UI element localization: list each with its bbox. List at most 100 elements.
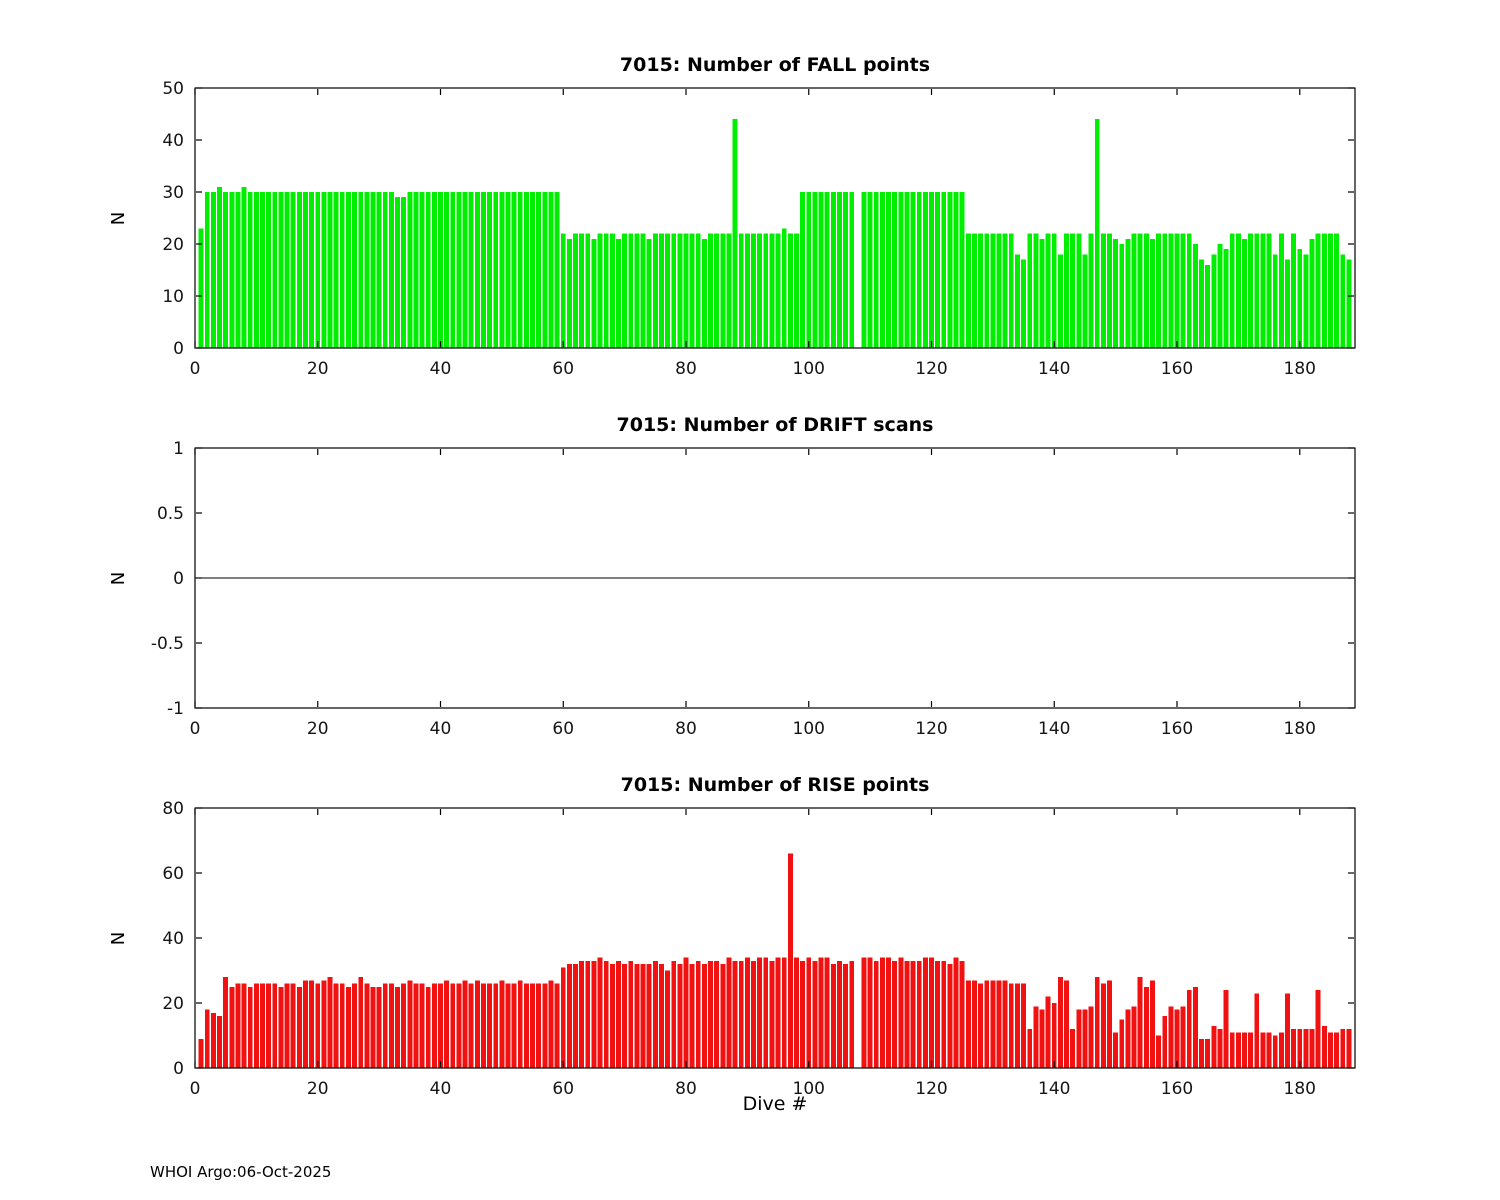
- bar: [659, 964, 664, 1068]
- bar: [241, 186, 247, 348]
- bar: [1211, 1025, 1217, 1069]
- bar: [296, 986, 302, 1069]
- bar: [880, 957, 885, 1068]
- bar: [1217, 244, 1223, 348]
- bar: [757, 957, 763, 1068]
- x-tick-label: 60: [552, 359, 574, 379]
- bar: [1260, 1032, 1266, 1069]
- bar: [499, 192, 505, 348]
- bar: [462, 192, 468, 348]
- bar: [382, 983, 388, 1068]
- y-tick-label: -1: [167, 699, 184, 719]
- bar: [1119, 1019, 1125, 1069]
- whoi-argo-date-stamp: WHOI Argo:06-Oct-2025: [150, 1163, 332, 1181]
- bar: [959, 960, 965, 1069]
- bar: [1125, 238, 1131, 348]
- bar: [1205, 1038, 1211, 1069]
- bar: [1094, 119, 1100, 348]
- bar: [309, 192, 315, 348]
- bar: [640, 233, 646, 348]
- bar: [223, 977, 229, 1068]
- bar: [591, 960, 597, 1069]
- bar: [548, 192, 554, 348]
- bar: [1137, 977, 1143, 1068]
- y-tick-label: 60: [162, 864, 184, 884]
- bar: [1186, 990, 1192, 1068]
- bar: [861, 192, 867, 348]
- bar: [965, 233, 971, 348]
- bar: [1309, 1029, 1315, 1068]
- x-tick-label: 40: [430, 1079, 452, 1099]
- bar: [873, 960, 879, 1069]
- bar: [984, 980, 990, 1069]
- bar: [376, 986, 382, 1069]
- bar: [260, 192, 265, 348]
- bar: [511, 983, 517, 1068]
- bar: [1205, 264, 1211, 348]
- bar: [1223, 249, 1229, 348]
- bar: [1321, 1025, 1327, 1069]
- bar: [1045, 996, 1051, 1068]
- x-tick-label: 120: [915, 719, 947, 739]
- bar: [493, 192, 499, 348]
- bar: [1076, 233, 1082, 348]
- bar: [659, 233, 664, 348]
- bar: [671, 960, 677, 1069]
- bar: [628, 233, 634, 348]
- bar: [560, 967, 566, 1069]
- y-tick-label: 80: [162, 799, 184, 819]
- bar: [683, 957, 689, 1068]
- bar: [867, 957, 873, 1068]
- bar: [517, 192, 523, 348]
- bar: [990, 233, 996, 348]
- bar: [413, 983, 419, 1068]
- bar: [1180, 233, 1186, 348]
- bar: [272, 983, 278, 1068]
- bar: [395, 986, 400, 1069]
- bar: [290, 983, 296, 1068]
- bar: [886, 957, 891, 1068]
- bar: [517, 980, 523, 1069]
- bar: [1254, 993, 1260, 1069]
- bar: [511, 192, 517, 348]
- bar: [566, 238, 572, 348]
- bar: [395, 197, 400, 348]
- bar: [616, 960, 621, 1069]
- bar: [959, 192, 965, 348]
- bar: [1015, 983, 1020, 1068]
- y-tick-label: 0: [173, 339, 184, 359]
- bar: [438, 192, 443, 348]
- bar: [1235, 1032, 1241, 1069]
- bar: [781, 957, 787, 1068]
- bar: [266, 983, 272, 1068]
- bar: [554, 983, 560, 1068]
- bar: [1199, 259, 1204, 348]
- bar: [990, 980, 996, 1069]
- fall-chart-title: 7015: Number of FALL points: [619, 54, 931, 76]
- bar: [1193, 244, 1198, 348]
- bar: [468, 192, 474, 348]
- bar: [1064, 233, 1069, 348]
- bar: [487, 192, 492, 348]
- x-tick-label: 80: [675, 719, 697, 739]
- bar: [738, 233, 744, 348]
- x-tick-label: 120: [915, 1079, 947, 1099]
- bar: [204, 1009, 210, 1068]
- bar: [1346, 1029, 1352, 1068]
- bar: [358, 192, 364, 348]
- bar: [683, 233, 689, 348]
- bar: [763, 233, 769, 348]
- bar: [616, 238, 621, 348]
- bar: [339, 983, 345, 1068]
- bar: [560, 233, 566, 348]
- x-tick-label: 100: [793, 1079, 825, 1099]
- bar: [744, 957, 750, 1068]
- y-tick-label: 20: [162, 994, 184, 1014]
- bar: [929, 192, 934, 348]
- bar: [1021, 983, 1026, 1068]
- bar: [1027, 1029, 1033, 1068]
- bar: [818, 192, 824, 348]
- bar: [1113, 1032, 1119, 1069]
- x-tick-label: 160: [1161, 719, 1193, 739]
